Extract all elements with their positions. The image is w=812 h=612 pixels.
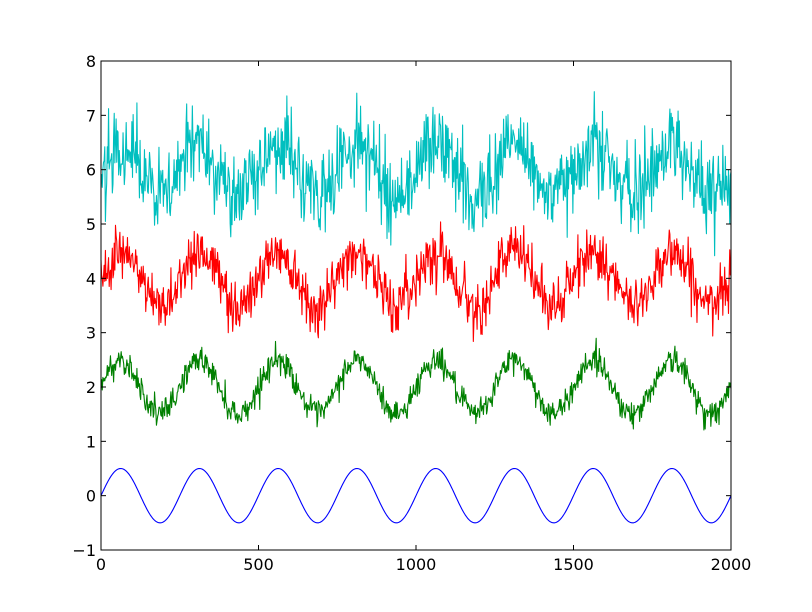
series-line-0 [100, 467, 732, 524]
x-tick-label: 0 [96, 555, 106, 574]
x-tick-label: 1500 [553, 555, 594, 574]
y-tick-label: 4 [86, 269, 96, 288]
x-tick-label: 2000 [711, 555, 752, 574]
series-line-3 [100, 91, 732, 257]
x-tick-label: 1000 [396, 555, 437, 574]
series-line-1 [100, 337, 732, 431]
y-tick-label: 7 [86, 106, 96, 125]
y-tick-label: 3 [86, 324, 96, 343]
y-tick-label: 5 [86, 215, 96, 234]
y-tick-label: 8 [86, 52, 96, 71]
y-tick-label: 6 [86, 161, 96, 180]
x-tick-label: 500 [243, 555, 274, 574]
y-tick-label: 2 [86, 378, 96, 397]
series-line-2 [100, 221, 732, 343]
series-layer [100, 91, 732, 524]
y-tick-label: 1 [86, 432, 96, 451]
y-tick-label: 0 [86, 487, 96, 506]
y-tick-label: −1 [72, 541, 96, 560]
